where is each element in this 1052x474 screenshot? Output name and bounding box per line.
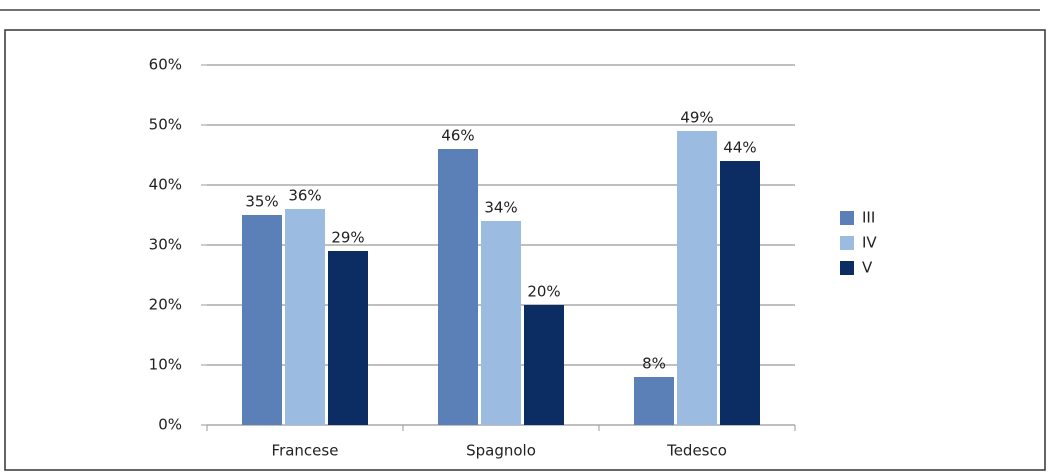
bar bbox=[677, 131, 717, 425]
y-tick-label: 0% bbox=[158, 416, 182, 434]
value-label: 20% bbox=[527, 283, 560, 301]
value-label: 29% bbox=[331, 229, 364, 247]
bar bbox=[720, 161, 760, 425]
legend-swatch bbox=[840, 236, 854, 250]
y-tick-label: 40% bbox=[149, 176, 182, 194]
y-tick-label: 30% bbox=[149, 236, 182, 254]
x-tick-label: Tedesco bbox=[666, 442, 727, 460]
y-tick-label: 20% bbox=[149, 296, 182, 314]
bar bbox=[524, 305, 564, 425]
value-label: 34% bbox=[484, 199, 517, 217]
legend-swatch bbox=[840, 261, 854, 275]
legend-swatch bbox=[840, 211, 854, 225]
chart-frame bbox=[4, 29, 1046, 471]
value-label: 44% bbox=[723, 139, 756, 157]
y-tick-label: 50% bbox=[149, 116, 182, 134]
bar bbox=[285, 209, 325, 425]
legend-label: III bbox=[862, 209, 875, 227]
bar bbox=[242, 215, 282, 425]
value-label: 46% bbox=[441, 127, 474, 145]
x-tick-label: Spagnolo bbox=[466, 442, 536, 460]
y-tick-label: 10% bbox=[149, 356, 182, 374]
legend-label: IV bbox=[862, 234, 877, 252]
x-tick-label: Francese bbox=[272, 442, 339, 460]
value-label: 49% bbox=[680, 109, 713, 127]
bar bbox=[634, 377, 674, 425]
value-label: 8% bbox=[642, 355, 666, 373]
bar bbox=[438, 149, 478, 425]
bar bbox=[328, 251, 368, 425]
y-tick-label: 60% bbox=[149, 56, 182, 74]
legend-label: V bbox=[862, 259, 873, 277]
bar bbox=[481, 221, 521, 425]
value-label: 35% bbox=[245, 193, 278, 211]
value-label: 36% bbox=[288, 187, 321, 205]
